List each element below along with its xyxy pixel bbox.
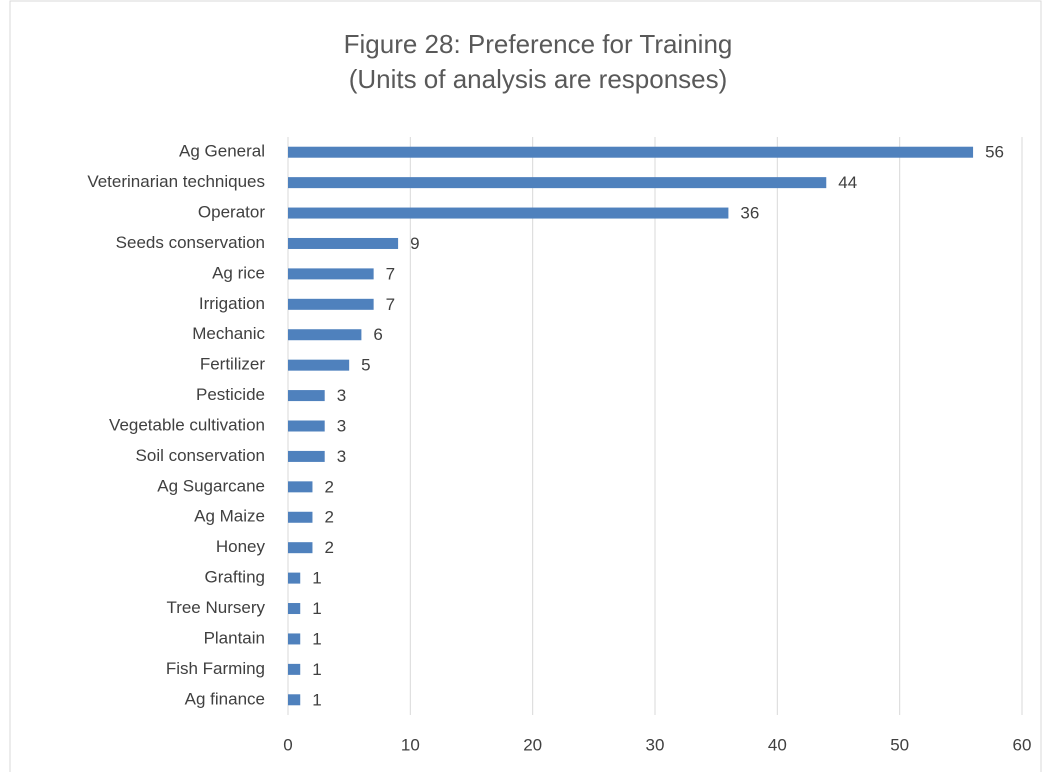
bar xyxy=(288,390,325,402)
value-label: 44 xyxy=(838,173,857,192)
y-tick-label: Vegetable cultivation xyxy=(109,415,265,434)
value-label: 1 xyxy=(312,629,321,648)
y-tick-label: Honey xyxy=(216,537,266,556)
x-tick-label: 10 xyxy=(401,735,420,754)
bar xyxy=(288,694,301,706)
bar xyxy=(288,633,301,645)
x-tick-label: 30 xyxy=(646,735,665,754)
bar xyxy=(288,359,350,371)
bar xyxy=(288,268,374,280)
x-tick-label: 0 xyxy=(283,735,292,754)
bar xyxy=(288,420,325,432)
bar xyxy=(288,542,313,554)
y-tick-label: Veterinarian techniques xyxy=(87,172,265,191)
bar xyxy=(288,177,827,189)
value-label: 36 xyxy=(740,204,759,223)
y-tick-label: Irrigation xyxy=(199,294,265,313)
chart-subtitle: (Units of analysis are responses) xyxy=(349,64,728,94)
value-label: 1 xyxy=(312,569,321,588)
bar xyxy=(288,572,301,584)
y-tick-label: Mechanic xyxy=(192,324,265,343)
x-tick-label: 20 xyxy=(523,735,542,754)
bar xyxy=(288,603,301,615)
value-label: 1 xyxy=(312,690,321,709)
bar xyxy=(288,237,399,249)
bar xyxy=(288,329,362,341)
y-tick-label: Fertilizer xyxy=(200,355,266,374)
chart-title: Figure 28: Preference for Training xyxy=(344,29,733,59)
value-label: 9 xyxy=(410,234,419,253)
chart-frame xyxy=(9,0,1042,772)
y-tick-label: Operator xyxy=(198,203,265,222)
x-tick-label: 40 xyxy=(768,735,787,754)
y-tick-label: Plantain xyxy=(204,628,265,647)
y-tick-label: Grafting xyxy=(205,568,265,587)
value-label: 2 xyxy=(324,477,333,496)
y-tick-label: Ag Maize xyxy=(194,507,265,526)
y-tick-label: Soil conservation xyxy=(136,446,265,465)
bar xyxy=(288,207,729,219)
y-tick-label: Fish Farming xyxy=(166,659,265,678)
y-tick-label: Seeds conservation xyxy=(116,233,265,252)
bar xyxy=(288,481,313,493)
bar xyxy=(288,511,313,523)
y-tick-label: Tree Nursery xyxy=(166,598,265,617)
bar xyxy=(288,146,974,158)
bar xyxy=(288,450,325,462)
value-label: 2 xyxy=(324,508,333,527)
value-label: 1 xyxy=(312,660,321,679)
y-tick-label: Ag General xyxy=(179,142,265,161)
x-tick-label: 50 xyxy=(890,735,909,754)
value-label: 56 xyxy=(985,143,1004,162)
value-label: 6 xyxy=(373,325,382,344)
value-label: 7 xyxy=(386,295,395,314)
value-label: 7 xyxy=(386,264,395,283)
value-label: 3 xyxy=(337,416,346,435)
value-label: 3 xyxy=(337,447,346,466)
bar xyxy=(288,298,374,310)
y-tick-label: Ag finance xyxy=(185,689,265,708)
bar xyxy=(288,663,301,675)
y-tick-label: Ag rice xyxy=(212,263,265,282)
y-tick-label: Ag Sugarcane xyxy=(157,476,265,495)
value-label: 3 xyxy=(337,386,346,405)
value-label: 5 xyxy=(361,356,370,375)
value-label: 2 xyxy=(324,538,333,557)
y-tick-label: Pesticide xyxy=(196,385,265,404)
x-tick-label: 60 xyxy=(1013,735,1032,754)
value-label: 1 xyxy=(312,599,321,618)
